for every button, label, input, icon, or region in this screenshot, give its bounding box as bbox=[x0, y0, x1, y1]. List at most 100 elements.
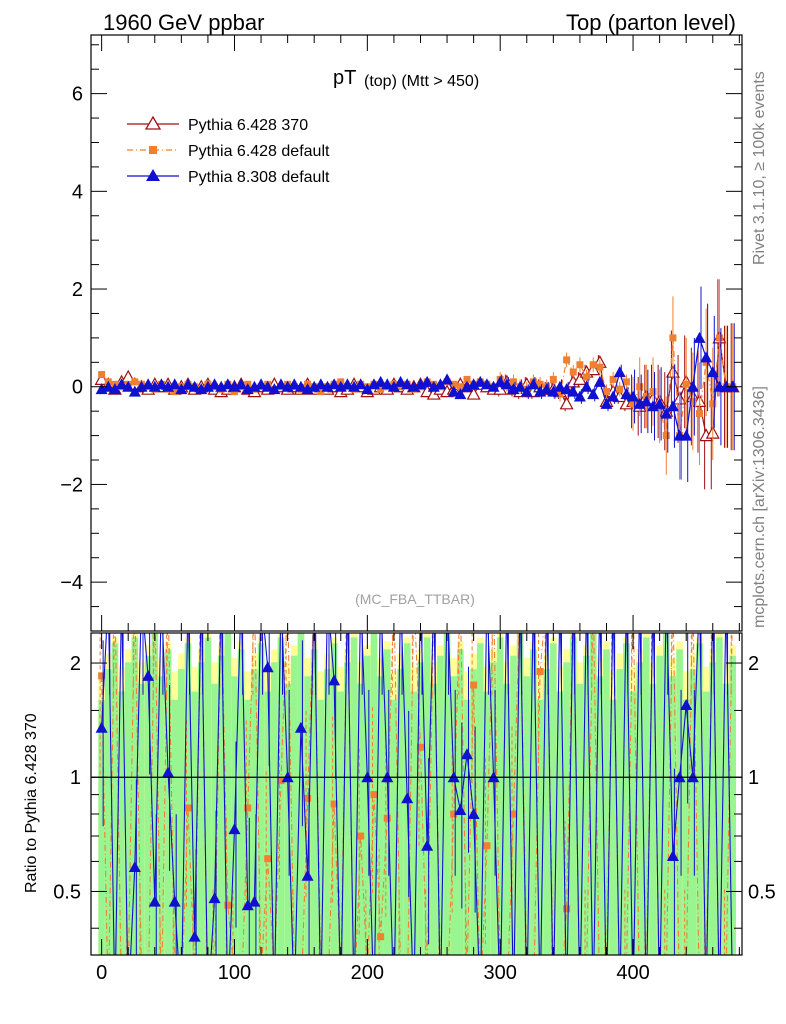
ratio-band-inner bbox=[184, 643, 192, 955]
ratio-data-point bbox=[98, 672, 106, 680]
ratio-band-inner bbox=[689, 669, 697, 955]
ratio-plot-frame bbox=[90, 632, 743, 956]
data-point bbox=[188, 380, 201, 392]
ratio-band-inner bbox=[204, 637, 212, 955]
main-y-tick-label: −2 bbox=[60, 474, 83, 496]
ratio-band-inner bbox=[290, 655, 298, 955]
ratio-band-inner bbox=[603, 649, 610, 955]
data-point bbox=[131, 378, 139, 386]
legend-entry-p6-370: Pythia 6.428 370 bbox=[127, 115, 308, 134]
ratio-data-point bbox=[188, 930, 201, 942]
ratio-band-inner bbox=[696, 643, 703, 955]
ratio-band-inner bbox=[244, 699, 252, 955]
process-label: Top (parton level) bbox=[566, 10, 736, 35]
ratio-band-inner bbox=[636, 662, 644, 955]
main-plot-panel: −4 −2 0 2 4 6 pT (top) (Mtt > 450) (MC_FBA_TT… bbox=[60, 34, 743, 632]
data-point bbox=[695, 410, 703, 418]
ratio-band-inner bbox=[682, 699, 690, 955]
data-point bbox=[98, 371, 106, 379]
data-point bbox=[341, 378, 354, 390]
ratio-band-inner bbox=[729, 655, 737, 955]
ratio-band-inner bbox=[543, 669, 551, 955]
data-point bbox=[629, 400, 637, 408]
main-axes: −4 −2 0 2 4 6 bbox=[60, 35, 742, 632]
ratio-band-inner bbox=[457, 649, 464, 955]
ratio-band-inner bbox=[656, 655, 663, 955]
ratio-axes: 0.5 0.5 1 1 2 2 0 100 200 300 400 bbox=[53, 633, 776, 984]
data-point bbox=[527, 378, 540, 390]
data-point bbox=[700, 351, 713, 363]
data-point bbox=[549, 375, 557, 383]
ratio-data-point bbox=[95, 721, 108, 733]
data-point bbox=[381, 378, 394, 390]
ratio-data-point bbox=[467, 808, 480, 820]
ratio-data-point bbox=[224, 901, 232, 909]
ratio-band-inner bbox=[443, 633, 451, 955]
ratio-band-inner bbox=[257, 643, 265, 955]
ratio-band-inner bbox=[337, 691, 345, 955]
data-point bbox=[394, 375, 407, 387]
ratio-data-point bbox=[277, 777, 285, 785]
ratio-series-line bbox=[101, 633, 733, 955]
ratio-band-inner bbox=[178, 669, 185, 955]
data-point bbox=[596, 363, 604, 371]
ratio-band-inner bbox=[510, 655, 517, 955]
data-point bbox=[208, 378, 221, 390]
data-point bbox=[142, 378, 155, 390]
ratio-data-point bbox=[301, 869, 314, 881]
ratio-band-inner bbox=[217, 655, 225, 955]
ratio-band-inner bbox=[722, 683, 730, 955]
data-point bbox=[613, 366, 626, 378]
ratio-data-point bbox=[162, 766, 175, 778]
data-point bbox=[636, 383, 644, 391]
ratio-band-inner bbox=[676, 649, 683, 955]
x-tick-label: 200 bbox=[351, 962, 384, 984]
data-point bbox=[569, 368, 577, 376]
rivet-label: Rivet 3.1.10, ≥ 100k events bbox=[751, 71, 768, 265]
data-point bbox=[609, 375, 617, 383]
ratio-data-point bbox=[509, 810, 517, 818]
data-point bbox=[620, 388, 633, 400]
data-point bbox=[354, 378, 367, 390]
ratio-band-inner bbox=[304, 676, 311, 955]
data-point bbox=[171, 388, 179, 396]
data-point bbox=[454, 388, 467, 400]
data-point bbox=[589, 361, 597, 369]
ratio-y-tick-label: 1 bbox=[70, 767, 81, 789]
ratio-band-inner bbox=[104, 669, 112, 955]
data-point bbox=[128, 385, 141, 397]
ratio-band-inner bbox=[397, 669, 404, 955]
data-point bbox=[221, 378, 234, 390]
data-point bbox=[314, 378, 327, 390]
ratio-data-point bbox=[264, 855, 272, 863]
ratio-band-inner bbox=[496, 637, 504, 955]
data-point bbox=[494, 375, 507, 387]
ratio-band-inner bbox=[669, 676, 677, 955]
ratio-band-inner bbox=[211, 683, 218, 955]
legend-marker-square bbox=[149, 146, 157, 154]
ratio-band-inner bbox=[144, 655, 152, 955]
data-point bbox=[680, 429, 693, 441]
data-point bbox=[115, 378, 128, 390]
ratio-data-point bbox=[241, 899, 254, 911]
data-point bbox=[361, 383, 374, 395]
legend-label-p8: Pythia 8.308 default bbox=[188, 169, 330, 186]
ratio-band-inner bbox=[649, 683, 657, 955]
ratio-band-inner bbox=[324, 669, 331, 955]
ratio-band-inner bbox=[251, 669, 258, 955]
data-point bbox=[536, 380, 544, 388]
ratio-band-inner bbox=[390, 699, 398, 955]
data-point bbox=[377, 385, 385, 393]
data-point bbox=[447, 385, 460, 397]
data-point bbox=[686, 380, 699, 392]
ratio-band-inner bbox=[476, 643, 484, 955]
ratio-band-inner bbox=[224, 633, 232, 955]
ratio-band-inner bbox=[629, 691, 637, 955]
ratio-y-axis-label: Ratio to Pythia 6.428 370 bbox=[23, 713, 40, 893]
ratio-band-inner bbox=[131, 637, 139, 955]
ratio-band-inner bbox=[98, 699, 105, 955]
data-point bbox=[274, 378, 287, 390]
data-point bbox=[255, 378, 268, 390]
data-point bbox=[463, 375, 471, 383]
